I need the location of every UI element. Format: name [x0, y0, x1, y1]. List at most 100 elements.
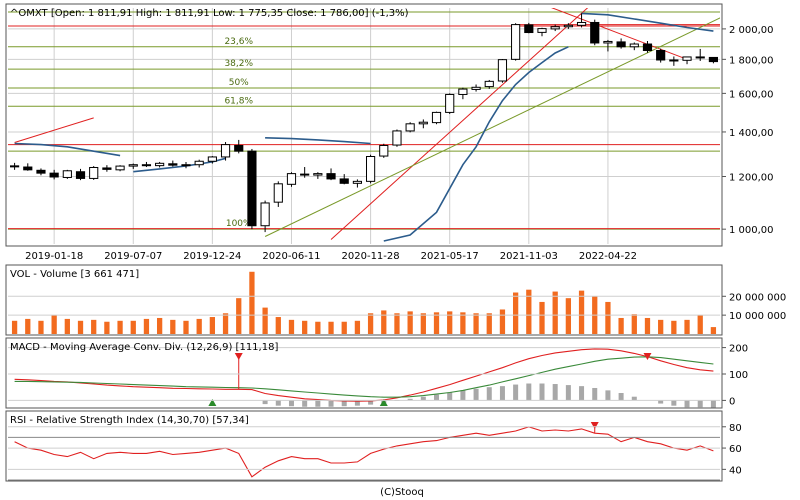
macd-axis: 0 100 200 — [8, 344, 748, 407]
volume-tick-label: 10 000 000 — [729, 311, 786, 322]
volume-bar — [407, 311, 413, 334]
volume-axis: 10 000 000 20 000 000 — [8, 292, 786, 322]
candle-body — [10, 165, 20, 168]
buy-signal-marker — [208, 399, 217, 406]
candle-body — [511, 24, 521, 60]
candle-body — [313, 173, 323, 176]
date-tick-label: 2019-01-18 — [25, 251, 83, 262]
volume-bar — [249, 271, 255, 334]
candle-body — [708, 56, 718, 63]
candle-body — [141, 164, 152, 167]
volume-bar — [91, 319, 97, 334]
macd-histogram-bar — [447, 392, 453, 401]
candle-body — [102, 167, 112, 170]
volume-panel-frame — [5, 264, 723, 336]
candle-body — [629, 43, 639, 48]
candle-body — [49, 172, 59, 178]
volume-bar — [710, 327, 717, 334]
volume-bar — [671, 320, 677, 334]
volume-bar — [618, 317, 624, 334]
candle-body — [352, 180, 362, 184]
date-tick-label: 2019-12-24 — [183, 251, 241, 262]
macd-histogram-bar — [513, 384, 519, 401]
macd-lines — [14, 348, 716, 408]
candle-body — [576, 21, 587, 26]
macd-histogram-bar — [605, 390, 611, 401]
date-tick-label: 2021-05-17 — [421, 251, 479, 262]
candle-body — [669, 59, 679, 62]
macd-histogram-bar — [420, 396, 426, 401]
candle-body — [326, 173, 336, 180]
macd-histogram-bar — [592, 387, 598, 401]
date-tick-label: 2022-04-22 — [579, 251, 637, 262]
volume-bar — [143, 318, 150, 334]
volume-bar — [156, 317, 163, 334]
candle-body — [36, 169, 46, 174]
volume-bar — [658, 319, 664, 334]
macd-histogram-bar — [434, 394, 440, 401]
volume-bar — [644, 317, 651, 334]
candle-body — [168, 163, 178, 166]
rsi-tick-label: 40 — [729, 465, 742, 476]
macd-histogram-bar — [328, 400, 334, 407]
candle-body — [23, 166, 33, 171]
volume-bar — [354, 320, 361, 334]
macd-histogram-bar — [526, 383, 532, 401]
candle-body — [89, 166, 99, 179]
macd-histogram-bar — [407, 398, 413, 401]
macd-histogram-bar — [697, 400, 703, 408]
volume-bar — [341, 321, 347, 334]
macd-line — [14, 348, 714, 402]
volume-bar — [526, 289, 532, 334]
volume-bars — [11, 271, 717, 334]
volume-bar — [209, 317, 216, 334]
macd-histogram-bar — [565, 385, 571, 401]
macd-histogram-bar — [658, 400, 664, 404]
copyright-footer: (C)Stooq — [380, 487, 424, 498]
volume-bar — [288, 319, 295, 334]
fibonacci-label: 38,2% — [224, 59, 253, 69]
candle-body — [484, 80, 494, 88]
moving-average-line — [14, 142, 121, 157]
volume-bar — [499, 309, 506, 334]
candle-body — [155, 162, 165, 167]
candle-body — [550, 26, 560, 30]
candle-body — [563, 24, 573, 28]
candle-body — [247, 150, 257, 227]
candle-body — [75, 171, 86, 179]
macd-histogram-bar — [499, 386, 505, 401]
candle-body — [234, 144, 244, 152]
candle-body — [656, 49, 666, 61]
volume-bar — [117, 320, 123, 334]
fibonacci-label: 61,8% — [224, 96, 253, 106]
macd-histogram-bar — [539, 383, 545, 401]
macd-tick-label: 200 — [729, 344, 748, 355]
volume-bar — [11, 320, 18, 334]
candle-body — [458, 88, 468, 95]
price-tick-label: 1 600,00 — [729, 89, 774, 100]
candle-body — [339, 178, 349, 184]
volume-bar — [183, 320, 189, 334]
volume-bar — [486, 313, 492, 334]
candle-body — [682, 56, 692, 61]
macd-histogram-bar — [486, 387, 492, 401]
rsi-axis: 40 60 80 — [8, 423, 742, 481]
moving-average-line — [383, 46, 569, 242]
candle-body — [366, 155, 376, 182]
volume-bar — [512, 292, 519, 334]
candle-body — [128, 164, 138, 167]
macd-histogram-bar — [341, 400, 347, 407]
fibonacci-levels: 23,6% 38,2% 50% 61,8% 100% — [8, 11, 720, 230]
volume-bar — [447, 311, 453, 334]
candle-body — [642, 43, 653, 51]
candle-body — [392, 130, 402, 146]
volume-tick-label: 20 000 000 — [729, 292, 786, 303]
candle-body — [616, 41, 626, 48]
volume-bar — [539, 301, 545, 334]
candle-body — [62, 170, 72, 178]
price-tick-label: 1 400,00 — [729, 128, 774, 139]
macd-histogram-bar — [354, 400, 360, 406]
trend-lines — [8, 8, 720, 240]
candle-body — [603, 40, 613, 44]
